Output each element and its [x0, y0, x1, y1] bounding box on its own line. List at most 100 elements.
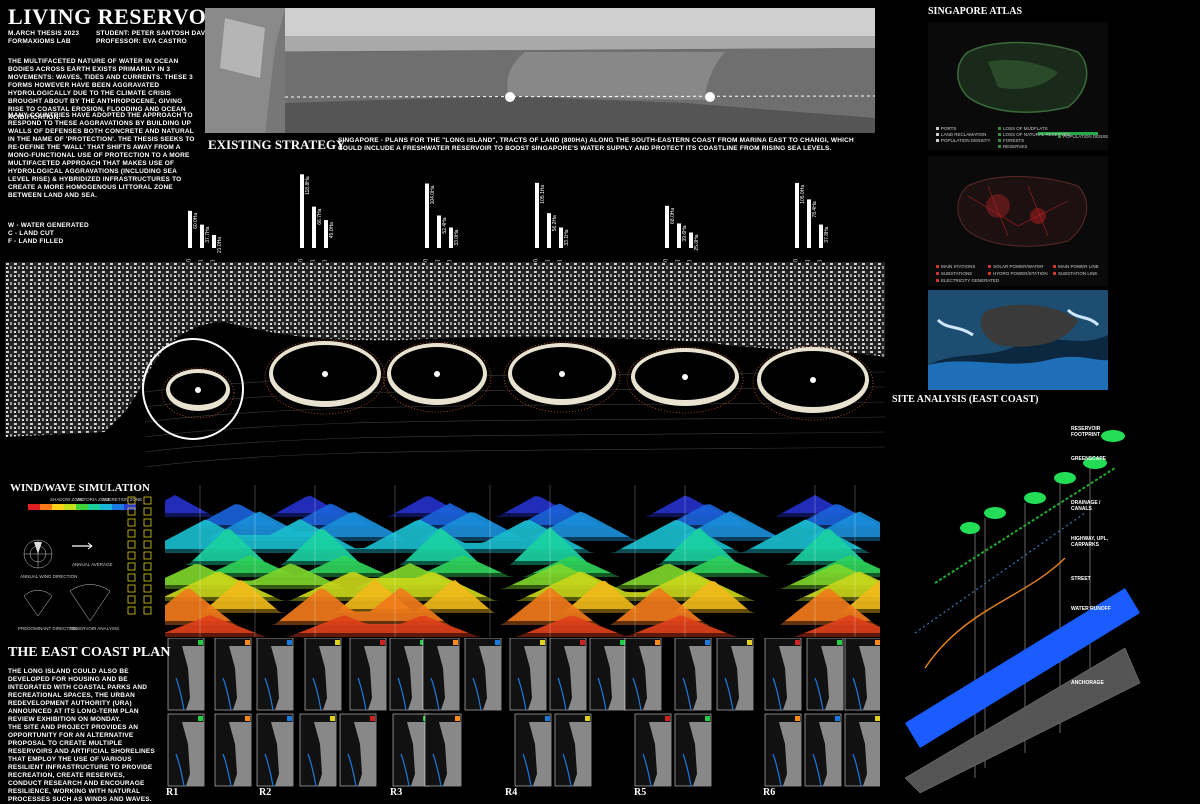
layer-label: HIGHWAY, UPL, CARPARKS: [1071, 536, 1117, 548]
bar-value: 60.0Ha: [193, 213, 199, 229]
aerial-map: [205, 8, 875, 133]
reservoir-center: [810, 377, 816, 383]
lab-line: FORMAXIOMS LAB: [8, 38, 79, 46]
area-bar: [677, 223, 681, 248]
east-coast-plan-paragraph-1: THE LONG ISLAND COULD ALSO BE DEVELOPED …: [8, 668, 158, 724]
reservoir-label-r5: R5: [634, 787, 646, 798]
section-panel: [550, 638, 586, 710]
section-panel: [807, 638, 843, 710]
section-panel: [765, 714, 801, 786]
wave-icon: [144, 574, 151, 581]
bar-group: 104.0Ha(W)52.4Ha(C)33.0Ha(F): [423, 184, 460, 268]
area-bar: [547, 213, 551, 248]
area-bar: [312, 207, 316, 248]
rose-label: ANNUAL WIND DIRECTION: [20, 574, 77, 579]
bar-group: 105.0Ha(W)78.4Ha(C)37.8Ha(F): [793, 183, 830, 267]
reservoir-center: [322, 371, 328, 377]
wave-icon: [144, 585, 151, 592]
atlas-legend-item: MAIN STATIONS: [941, 264, 975, 269]
wave-icon: [144, 508, 151, 515]
thesis-line: M.ARCH THESIS 2023: [8, 30, 79, 38]
bar-value: 21.0Ha: [217, 237, 223, 253]
reservoir-center: [559, 371, 565, 377]
section-panel: [340, 714, 376, 786]
section-panel: [590, 638, 626, 710]
bar-value: 104.0Ha: [430, 185, 436, 204]
atlas-legend-item: RESERVES: [1003, 144, 1027, 149]
professor-line: PROFESSOR: EVA CASTRO: [96, 38, 212, 46]
reservoir-sections: [165, 638, 880, 788]
legend-water: W - WATER GENERATED: [8, 222, 128, 230]
existing-strategy-text: SINGAPORE - PLANS FOR THE "LONG ISLAND",…: [338, 137, 858, 153]
wind-simulation-title: WIND/WAVE SIMULATION: [10, 482, 150, 494]
section-panel: [675, 714, 711, 786]
reservoir-label-r1: R1: [166, 787, 178, 798]
section-panel: [390, 638, 426, 710]
bar-value: 37.7Ha: [205, 226, 211, 242]
map-marker: [705, 92, 715, 102]
section-panel: [845, 714, 880, 786]
area-bar: [212, 235, 216, 248]
bar-group: 60.0Ha(W)37.7Ha(C)21.0Ha(F): [186, 211, 223, 267]
section-panel: [168, 714, 204, 786]
section-panel: [515, 714, 551, 786]
section-panel: [393, 714, 429, 786]
rose-label: RESERVOIR ANALYSIS: [70, 626, 119, 631]
area-bar: [559, 227, 563, 248]
section-panel: [423, 638, 459, 710]
wave-icon: [144, 596, 151, 603]
atlas-legend-item: MAIN POWER LINE: [1058, 264, 1099, 269]
atlas-legend-item: SUBSTATIONS: [941, 271, 972, 276]
reservoir-center: [434, 371, 440, 377]
wave-icon: [144, 530, 151, 537]
section-panel: [305, 638, 341, 710]
bar-value: 39.6Ha: [682, 225, 688, 241]
rose-label: PREDOMINANT DIRECTION: [18, 626, 77, 631]
section-panel: [215, 714, 251, 786]
wcf-legend: W - WATER GENERATED C - LAND CUT F - LAN…: [8, 222, 128, 246]
atlas-title: SINGAPORE ATLAS: [928, 6, 1022, 17]
wave-icon: [128, 574, 135, 581]
wave-icon: [128, 596, 135, 603]
section-panel: [257, 638, 293, 710]
area-bar: [324, 220, 328, 248]
reservoir-label-r2: R2: [259, 787, 271, 798]
area-bar: [300, 174, 304, 248]
wave-icon: [128, 552, 135, 559]
bar-value: 68.0Ha: [670, 208, 676, 224]
atlas-legend-item: ELECTRICITY GENERATED: [941, 278, 1000, 283]
east-coast-plan-paragraph-2: THE SITE AND PROJECT PROVIDES AN OPPORTU…: [8, 724, 158, 804]
bar-group: 118.8Ha(W)66.7Ha(C)45.0Ha(F): [298, 174, 335, 267]
bar-value: 45.0Ha: [329, 222, 335, 238]
section-panel: [257, 714, 293, 786]
area-bar: [200, 225, 204, 248]
wave-icon: [128, 585, 135, 592]
layer-label: STREET: [1071, 576, 1117, 582]
section-panel: [425, 714, 461, 786]
section-panel: [510, 638, 546, 710]
layer-label: ANCHORAGE: [1071, 680, 1117, 686]
layer-label: DRAINAGE / CANALS: [1071, 500, 1117, 512]
bar-value: 52.4Ha: [442, 217, 448, 233]
scale-label: ACCRETION ZONE: [102, 497, 142, 502]
bar-value: 37.8Ha: [824, 226, 830, 242]
thesis-info: M.ARCH THESIS 2023 FORMAXIOMS LAB: [8, 30, 79, 46]
wave-icon: [144, 563, 151, 570]
bar-value: 56.2Ha: [552, 215, 558, 231]
wave-icon: [144, 552, 151, 559]
bar-group: 68.0Ha(W)39.6Ha(C)25.0Ha(F): [663, 206, 700, 267]
atlas-legend-item: HYDRO POWER/STATION: [993, 271, 1048, 276]
atlas-legend-item: PORTS: [941, 126, 956, 131]
wave-icon: [128, 541, 135, 548]
wave-icon: [128, 607, 135, 614]
wave-simulation-chart: [165, 465, 880, 637]
bar-value: 33.0Ha: [454, 229, 460, 245]
wind-legend-panel: SHADOW ZONE VICTORIA ZONE ACCRETION ZONE…: [10, 496, 165, 636]
reservoir-center: [195, 387, 201, 393]
area-bar: [535, 183, 539, 248]
area-bar: [807, 199, 811, 248]
bar-value: 33.1Ha: [564, 229, 570, 245]
section-panel: [717, 638, 753, 710]
section-panel: [168, 638, 204, 710]
